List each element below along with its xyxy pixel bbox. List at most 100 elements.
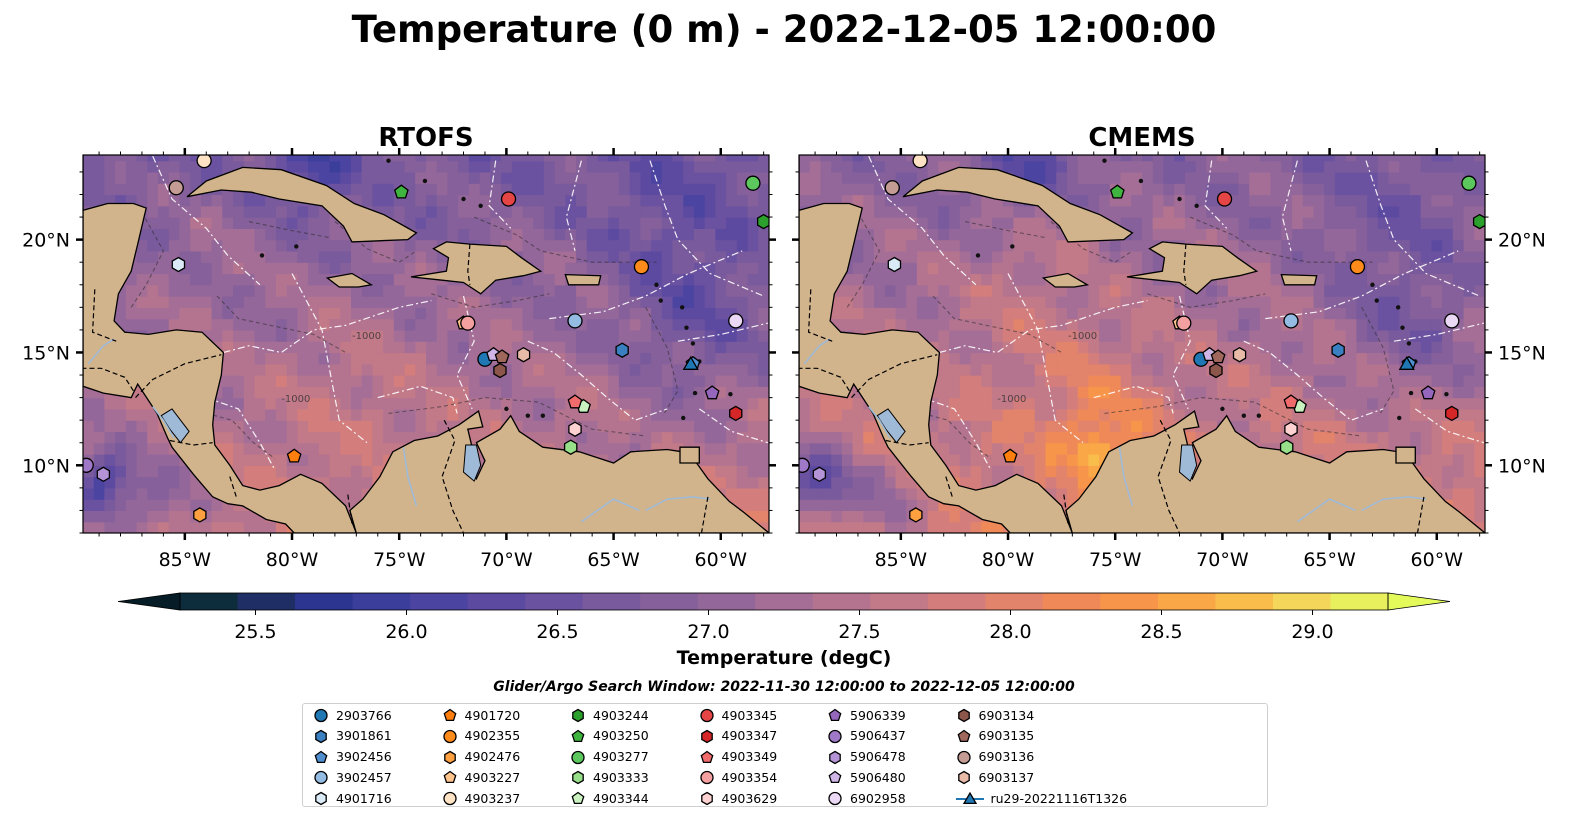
legend-marker-pentagon-icon <box>443 771 456 784</box>
legend-label: 4903227 <box>464 769 521 785</box>
land <box>799 155 1485 533</box>
panel-frame <box>798 154 1486 534</box>
platform-markers <box>799 155 1485 523</box>
legend-item: 4903277 <box>569 747 649 767</box>
colorbar-bin <box>1215 593 1274 610</box>
x-tick-label: 85°W <box>875 549 928 571</box>
platform-marker-4903277 <box>745 175 761 191</box>
x-tick-label: 65°W <box>587 549 640 571</box>
x-tick-label: 60°W <box>695 549 748 571</box>
platform-marker-5906478 <box>96 466 111 483</box>
platform-marker-4903250 <box>393 184 409 199</box>
legend-label: 4903347 <box>721 728 778 744</box>
platform-marker-4902355 <box>1349 259 1366 275</box>
legend-marker-circle-icon <box>699 771 714 785</box>
platform-marker-ru29-20221116T1326 <box>1398 355 1415 370</box>
platform-marker-3902457 <box>567 313 583 329</box>
legend-label: 4903344 <box>593 790 649 806</box>
legend-label: 4903277 <box>593 749 649 765</box>
platform-marker-4903333 <box>1279 439 1294 455</box>
legend-label: 2903766 <box>336 707 392 723</box>
legend-marker-hexagon-icon <box>829 750 841 764</box>
platform-marker-3901861 <box>1331 342 1345 358</box>
platform-marker-6902958 <box>728 313 744 329</box>
legend-marker-pentagon-icon <box>571 791 585 805</box>
legend-label: 4902355 <box>464 728 521 744</box>
legend-marker-circle-icon <box>571 750 585 764</box>
legend-item: 5906437 <box>826 726 906 746</box>
colorbar-bin <box>870 593 929 610</box>
platform-marker-3901861 <box>615 342 629 358</box>
platform-marker-4903277 <box>1461 175 1477 191</box>
platform-marker-5906339 <box>1420 385 1436 400</box>
platform-marker-4903354 <box>460 315 476 331</box>
colorbar-tick-label: 27.0 <box>687 621 729 643</box>
colorbar-label: Temperature (degC) <box>677 647 892 669</box>
map-panel-rtofs: -1000-1000-100085°W80°W75°W70°W65°W60°W1… <box>22 123 776 571</box>
platform-marker-5906437 <box>83 457 94 473</box>
platform-marker-4903349 <box>1283 394 1299 409</box>
legend-label: 6903134 <box>978 707 1035 723</box>
legend-marker-hexagon-icon <box>572 771 584 785</box>
colorbar-bin <box>755 593 814 610</box>
platform-marker-4902355 <box>633 259 650 275</box>
y-tick-label: 20°N <box>22 230 70 252</box>
legend-item: 4903629 <box>698 788 778 808</box>
legend-label: 3902456 <box>336 749 392 765</box>
legend-label: 4903629 <box>721 790 778 806</box>
x-tick-label: 65°W <box>1303 549 1356 571</box>
platform-marker-4903347 <box>1445 405 1459 422</box>
colorbar-bin <box>410 593 469 610</box>
legend-label: 3902457 <box>336 769 392 785</box>
panel-frame <box>82 154 770 534</box>
colorbar-tick-label: 28.5 <box>1140 621 1182 643</box>
legend-label: 6903137 <box>978 769 1035 785</box>
legend-item: 4901720 <box>441 705 520 725</box>
figure-title: Temperature (0 m) - 2022-12-05 12:00:00 <box>352 8 1217 51</box>
legend-marker-circle-icon <box>314 708 328 723</box>
legend-marker-pentagon-icon <box>443 708 456 722</box>
contour-label: -1000 <box>352 331 381 342</box>
contour-label: -1000 <box>997 394 1026 405</box>
x-tick-label: 60°W <box>1411 549 1464 571</box>
legend-item: 4902355 <box>441 726 521 746</box>
legend-item: 4903347 <box>698 726 778 746</box>
platform-marker-4903354 <box>1176 315 1192 331</box>
legend-marker-hexagon-icon <box>315 729 327 744</box>
legend-marker-pentagon-icon <box>828 771 842 784</box>
colorbar-tick-label: 26.0 <box>385 621 427 643</box>
platform-marker-4903629 <box>1284 421 1298 437</box>
legend-marker-circle-icon <box>699 708 714 723</box>
colorbar: 25.5 26.0 26.5 27.0 27.5 28.0 28.5 29.0 <box>117 592 1451 643</box>
colorbar-bin <box>640 593 699 610</box>
legend-marker-circle-icon <box>828 729 842 743</box>
colorbar-tick-label: 25.5 <box>234 621 276 643</box>
legend-label: 4903250 <box>593 728 649 744</box>
x-tick-label: 75°W <box>373 549 426 571</box>
legend-label: 4903345 <box>721 707 778 723</box>
x-tick-label: 85°W <box>159 549 212 571</box>
colorbar-bin <box>1100 593 1159 610</box>
legend-label: 5906480 <box>850 769 906 785</box>
colorbar-bin <box>985 593 1044 610</box>
legend-label: 4903244 <box>593 707 649 723</box>
y-tick-label: 20°N <box>1498 230 1546 252</box>
legend-item: 4902476 <box>441 747 520 767</box>
y-tick-label: 10°N <box>1498 455 1546 477</box>
platform-marker-4903237 <box>912 155 928 169</box>
legend-label: 4903354 <box>721 769 778 785</box>
map-panel-cmems: -1000-1000-100085°W80°W75°W70°W65°W60°W1… <box>792 123 1546 571</box>
legend-item: 4903237 <box>441 788 520 808</box>
platform-marker-4901720 <box>1002 448 1018 463</box>
legend-item: 4903354 <box>698 767 778 787</box>
legend-marker-pentagon-icon <box>700 750 713 763</box>
x-tick-label: 70°W <box>480 549 533 571</box>
map-panels: -1000 -1000 -1000 85°W 80°W 75°W 70°W 65°W 60°W 1… <box>22 123 1546 571</box>
legend-marker-pentagon-icon <box>314 750 328 763</box>
platform-marker-4903629 <box>568 421 582 437</box>
legend-marker-pentagon-icon <box>957 729 970 742</box>
platform-marker-4903347 <box>729 405 743 422</box>
legend-marker-circle-icon <box>828 792 842 806</box>
platform-marker-6902958 <box>1444 313 1460 329</box>
